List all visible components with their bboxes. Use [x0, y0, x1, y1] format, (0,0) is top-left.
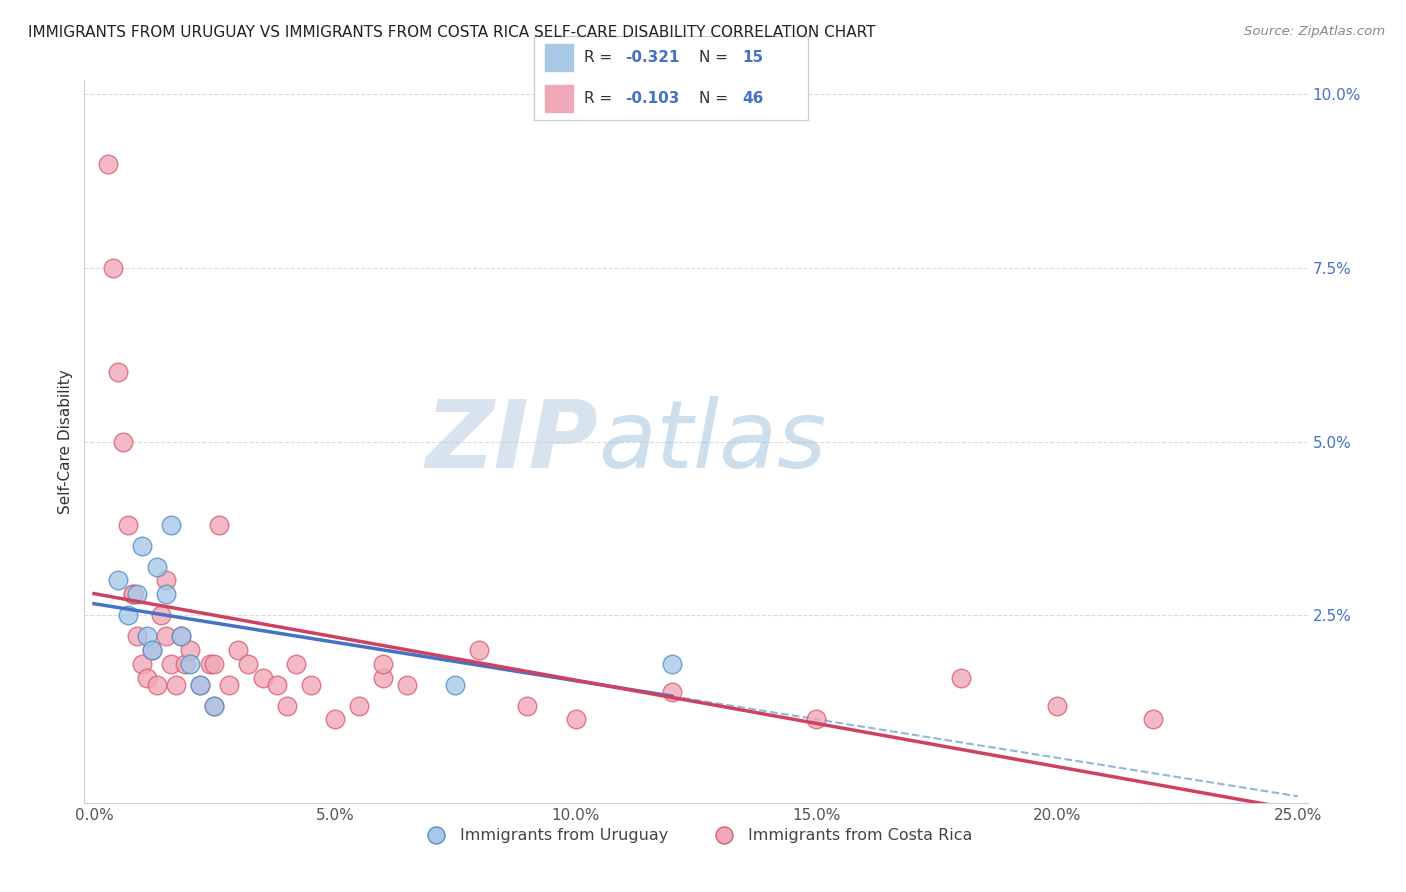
Point: [1046, 698, 1069, 713]
Text: -0.103: -0.103: [624, 91, 679, 106]
Point: [299, 678, 322, 692]
Point: [202, 698, 225, 713]
Text: 15: 15: [742, 50, 763, 65]
Point: [170, 629, 193, 643]
Point: [347, 698, 370, 713]
Point: [252, 671, 274, 685]
Text: ZIP: ZIP: [425, 395, 598, 488]
Point: [111, 434, 134, 449]
Point: [107, 365, 129, 379]
Point: [395, 678, 418, 692]
Point: [117, 608, 139, 623]
Point: [468, 643, 491, 657]
Point: [160, 657, 183, 671]
Point: [127, 629, 149, 643]
Point: [155, 629, 177, 643]
Point: [97, 156, 120, 170]
Point: [371, 657, 394, 671]
Point: [1142, 713, 1164, 727]
Point: [218, 678, 240, 692]
Point: [371, 671, 394, 685]
Text: Source: ZipAtlas.com: Source: ZipAtlas.com: [1244, 25, 1385, 38]
Point: [136, 671, 159, 685]
Point: [136, 629, 159, 643]
Text: IMMIGRANTS FROM URUGUAY VS IMMIGRANTS FROM COSTA RICA SELF-CARE DISABILITY CORRE: IMMIGRANTS FROM URUGUAY VS IMMIGRANTS FR…: [28, 25, 876, 40]
Point: [202, 698, 225, 713]
Point: [103, 260, 125, 275]
Text: R =: R =: [583, 50, 617, 65]
Point: [127, 587, 149, 601]
Point: [285, 657, 308, 671]
Legend: Immigrants from Uruguay, Immigrants from Costa Rica: Immigrants from Uruguay, Immigrants from…: [413, 822, 979, 849]
Point: [516, 698, 538, 713]
Text: N =: N =: [699, 91, 733, 106]
Point: [170, 629, 193, 643]
Point: [444, 678, 467, 692]
Point: [198, 657, 221, 671]
Point: [236, 657, 259, 671]
Point: [131, 657, 153, 671]
Point: [202, 657, 225, 671]
Point: [323, 713, 346, 727]
Bar: [546, 85, 572, 112]
Text: N =: N =: [699, 50, 733, 65]
Point: [150, 608, 173, 623]
Point: [121, 587, 143, 601]
Text: 46: 46: [742, 91, 763, 106]
Point: [188, 678, 211, 692]
Point: [266, 678, 288, 692]
Point: [179, 643, 201, 657]
Point: [141, 643, 163, 657]
Point: [160, 517, 183, 532]
Point: [117, 517, 139, 532]
Point: [188, 678, 211, 692]
Point: [145, 559, 167, 574]
Text: R =: R =: [583, 91, 617, 106]
Point: [806, 713, 828, 727]
Point: [564, 713, 586, 727]
Point: [131, 539, 153, 553]
Point: [661, 684, 683, 698]
Point: [949, 671, 972, 685]
Point: [145, 678, 167, 692]
Point: [155, 574, 177, 588]
Point: [179, 657, 201, 671]
Point: [174, 657, 197, 671]
Text: atlas: atlas: [598, 396, 827, 487]
Point: [661, 657, 683, 671]
Text: -0.321: -0.321: [624, 50, 679, 65]
Point: [107, 574, 129, 588]
Point: [155, 587, 177, 601]
Point: [165, 678, 187, 692]
Y-axis label: Self-Care Disability: Self-Care Disability: [58, 369, 73, 514]
Point: [228, 643, 250, 657]
Point: [141, 643, 163, 657]
Point: [276, 698, 298, 713]
Point: [121, 587, 143, 601]
Point: [208, 517, 231, 532]
Bar: [546, 44, 572, 71]
